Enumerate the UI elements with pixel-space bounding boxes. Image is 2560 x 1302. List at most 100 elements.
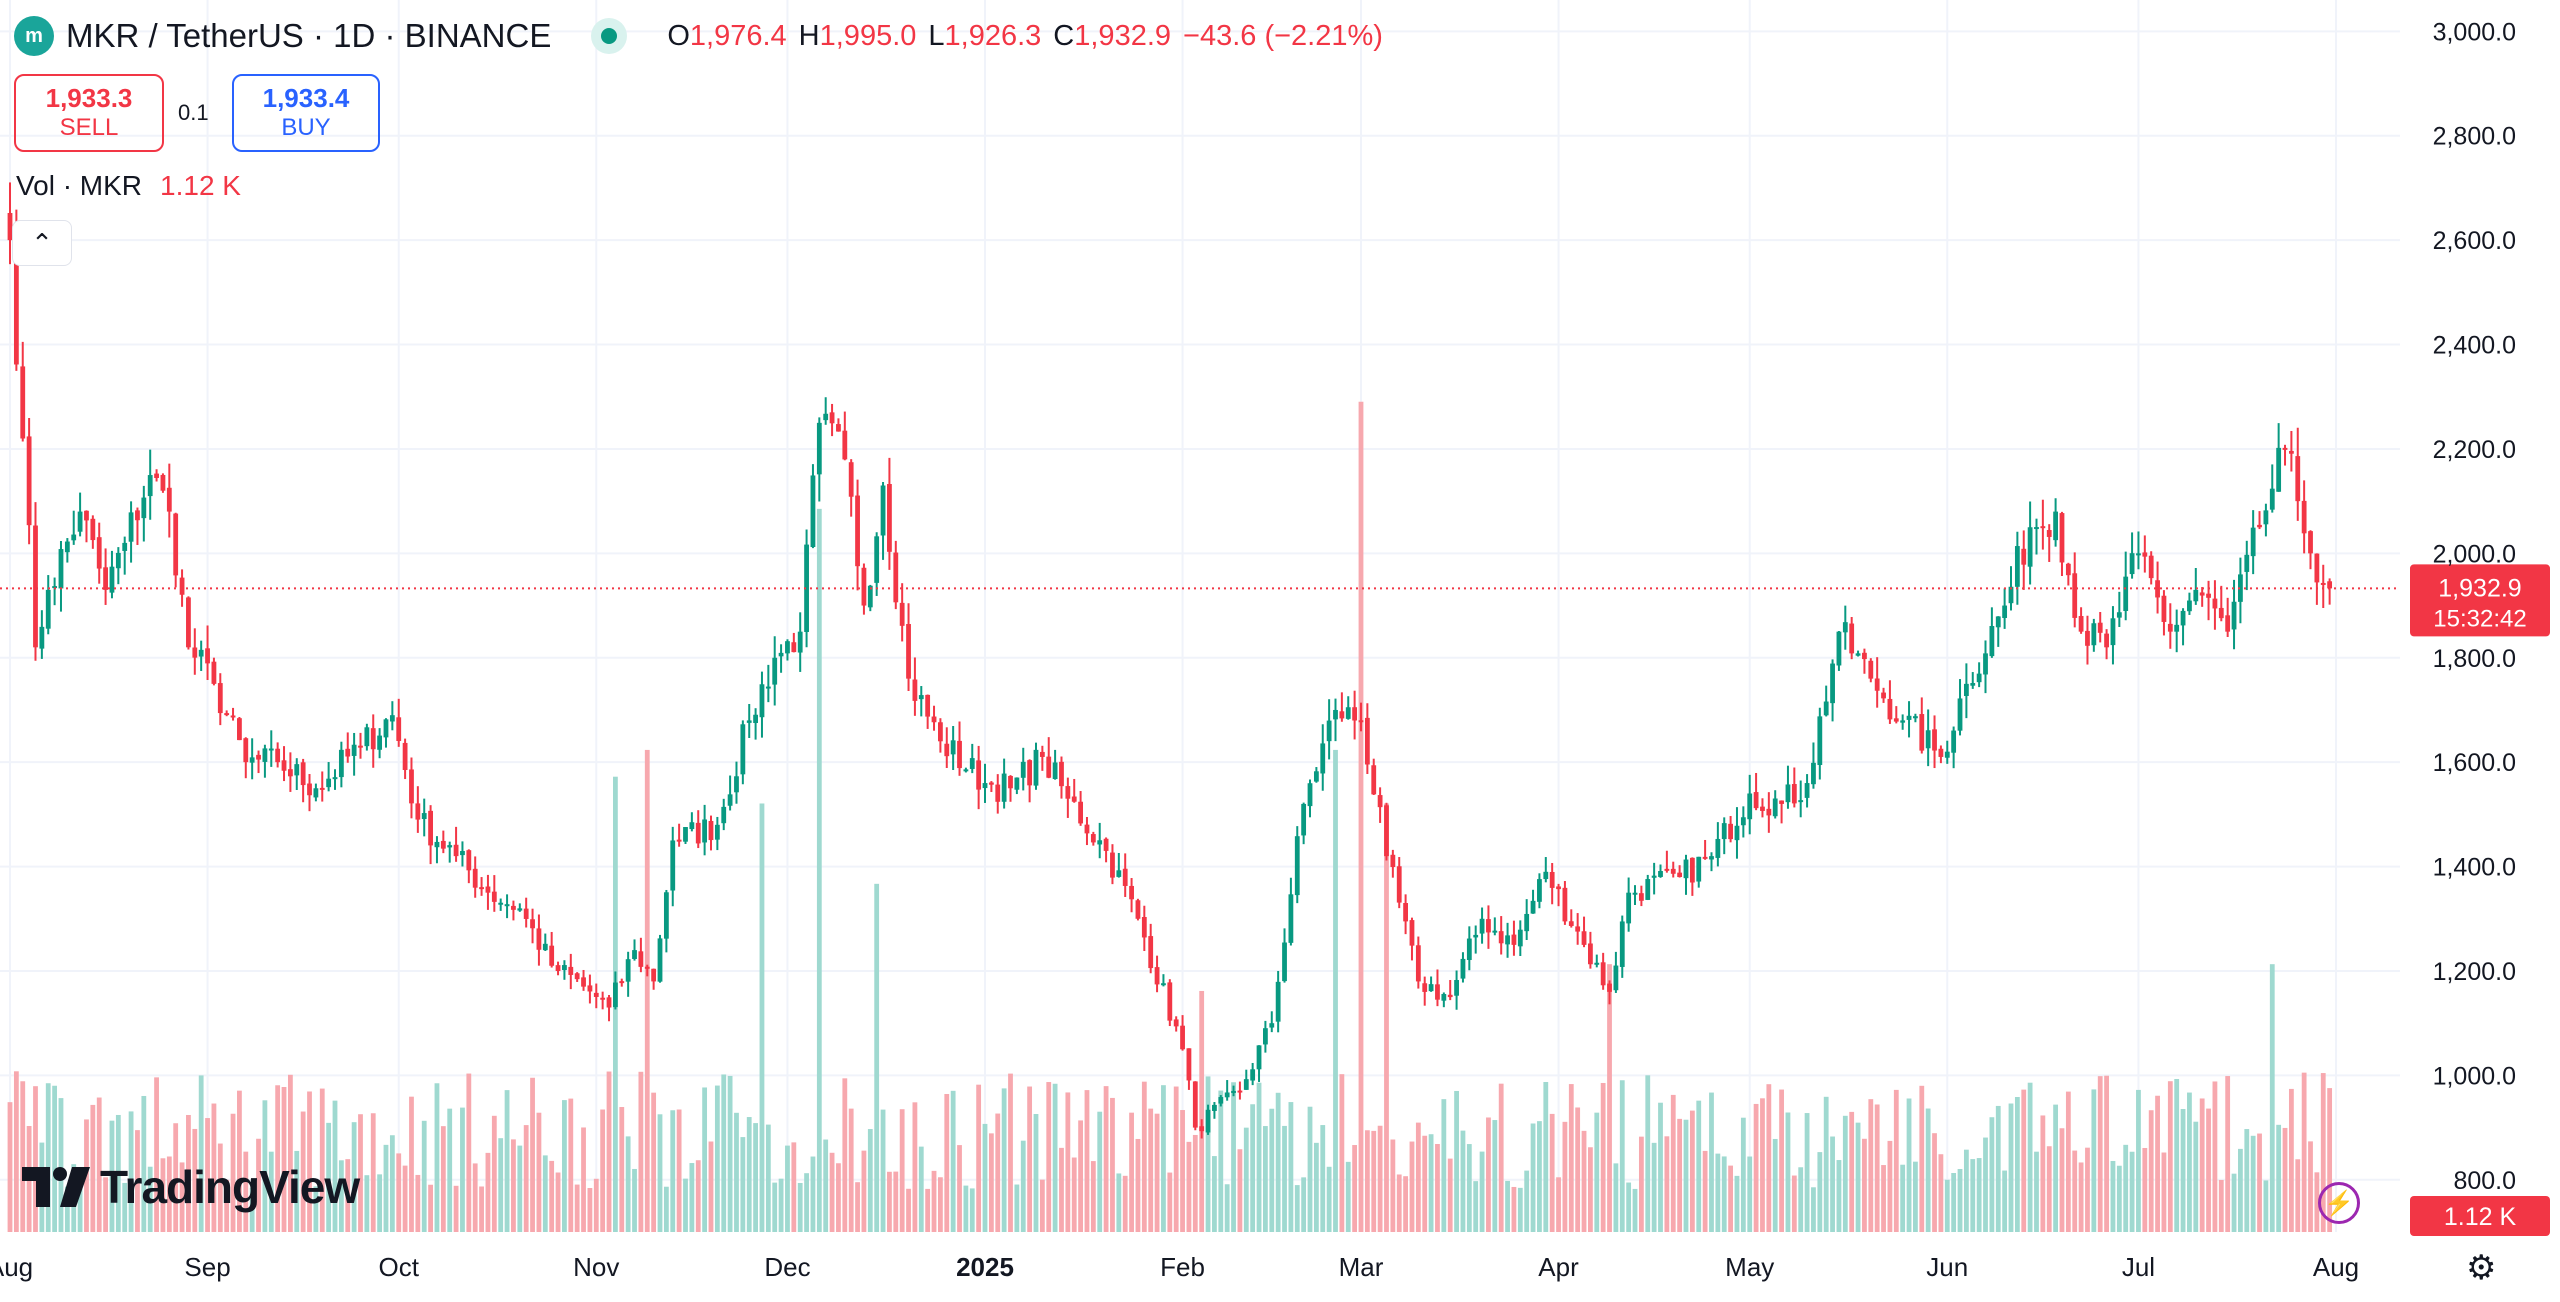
volume-legend[interactable]: Vol · MKR 1.12 K	[16, 170, 241, 202]
candle-body	[109, 566, 115, 593]
candle	[2174, 609, 2180, 653]
volume-bar	[2040, 1115, 2046, 1232]
candle	[103, 548, 108, 605]
volume-bar	[1581, 1130, 1587, 1232]
candle	[1263, 1020, 1268, 1053]
candle	[2308, 530, 2313, 570]
candle	[581, 969, 586, 991]
candle	[1027, 759, 1033, 803]
buy-button[interactable]: 1,933.4 BUY	[232, 74, 380, 152]
candle	[319, 771, 325, 802]
volume-bar	[2257, 1133, 2262, 1232]
candle-body	[1090, 834, 1096, 843]
candle-body	[925, 694, 931, 717]
candle	[434, 836, 440, 864]
candle-body	[1830, 663, 1835, 704]
volume-bar	[714, 1085, 720, 1232]
tradingview-logo[interactable]: TradingView	[22, 1160, 360, 1214]
candle-body	[1020, 761, 1026, 778]
candle	[1422, 976, 1428, 1006]
volume-bar	[237, 1090, 242, 1232]
volume-bar	[1301, 1177, 1307, 1232]
candle	[1237, 1081, 1243, 1100]
candle-body	[307, 783, 312, 796]
candle	[1740, 806, 1746, 838]
time-tick-label: 2025	[956, 1252, 1014, 1282]
sell-button[interactable]: 1,933.3 SELL	[14, 74, 164, 152]
candle	[2053, 498, 2059, 547]
candle-body	[581, 977, 586, 987]
candle	[1670, 861, 1676, 878]
candle	[224, 710, 230, 717]
volume-bar	[931, 1170, 937, 1232]
candle	[1734, 807, 1740, 859]
volume-bar	[816, 508, 822, 1232]
volume-bar	[1677, 1118, 1683, 1232]
candle	[1887, 680, 1893, 724]
volume-bar	[351, 1122, 357, 1232]
candle	[2257, 511, 2262, 530]
volume-bar	[2021, 1089, 2027, 1232]
candle-body	[39, 626, 45, 649]
volume-bar	[1020, 1140, 1026, 1232]
volume-bar	[1689, 1110, 1695, 1232]
candle-body	[1791, 784, 1797, 804]
volume-label: Vol · MKR	[16, 170, 143, 201]
candle	[249, 738, 255, 780]
volume-tag-value: 1.12 K	[2444, 1203, 2517, 1231]
candle-body	[969, 758, 975, 769]
candle	[7, 182, 13, 265]
candle-body	[708, 820, 714, 841]
candle	[1715, 822, 1721, 867]
candle-body	[848, 462, 854, 497]
volume-bars	[7, 401, 2333, 1232]
candle	[415, 786, 421, 833]
candle	[45, 575, 51, 635]
volume-bar	[1766, 1084, 1772, 1232]
candle	[396, 698, 402, 747]
candle-body	[1148, 936, 1154, 969]
volume-bar	[2276, 1124, 2282, 1232]
candle	[1135, 898, 1141, 921]
candle-body	[568, 966, 574, 975]
volume-bar	[52, 1085, 58, 1232]
high-value: 1,995.0	[819, 19, 917, 52]
volume-bar	[1575, 1107, 1581, 1232]
candle-body	[1167, 982, 1173, 1021]
volume-bar	[20, 1081, 26, 1232]
lightning-icon[interactable]: ⚡	[2318, 1182, 2360, 1224]
candle-body	[2123, 576, 2129, 612]
candle-body	[243, 738, 249, 763]
candle-body	[1403, 903, 1408, 922]
candle	[2327, 578, 2333, 605]
candle-body	[2021, 548, 2027, 565]
volume-bar	[2046, 1146, 2052, 1232]
volume-bar	[867, 1129, 873, 1232]
symbol-title[interactable]: MKR / TetherUS · 1D · BINANCE	[66, 17, 552, 54]
candle	[804, 529, 809, 648]
candle	[26, 417, 32, 545]
volume-bar	[810, 1156, 816, 1232]
candle	[294, 758, 300, 791]
volume-bar	[855, 1182, 860, 1232]
candle	[644, 964, 650, 977]
volume-bar	[1275, 1092, 1281, 1232]
candle	[205, 625, 210, 680]
candle-body	[409, 769, 414, 804]
volume-bar	[2244, 1129, 2250, 1232]
time-tick-label: Feb	[1160, 1252, 1205, 1282]
collapse-legend-button[interactable]: ⌃	[12, 220, 72, 266]
candle-body	[1874, 678, 1880, 691]
candle	[1078, 791, 1083, 826]
candle-body	[836, 424, 841, 432]
candle-body	[33, 525, 38, 648]
volume-bar	[2065, 1091, 2071, 1232]
candle-body	[1849, 623, 1855, 654]
settings-gear-icon[interactable]: ⚙	[2466, 1249, 2497, 1287]
candle-body	[1396, 866, 1402, 903]
volume-bar	[332, 1100, 338, 1232]
candle-body	[2034, 527, 2039, 530]
volume-bar	[600, 1109, 606, 1232]
